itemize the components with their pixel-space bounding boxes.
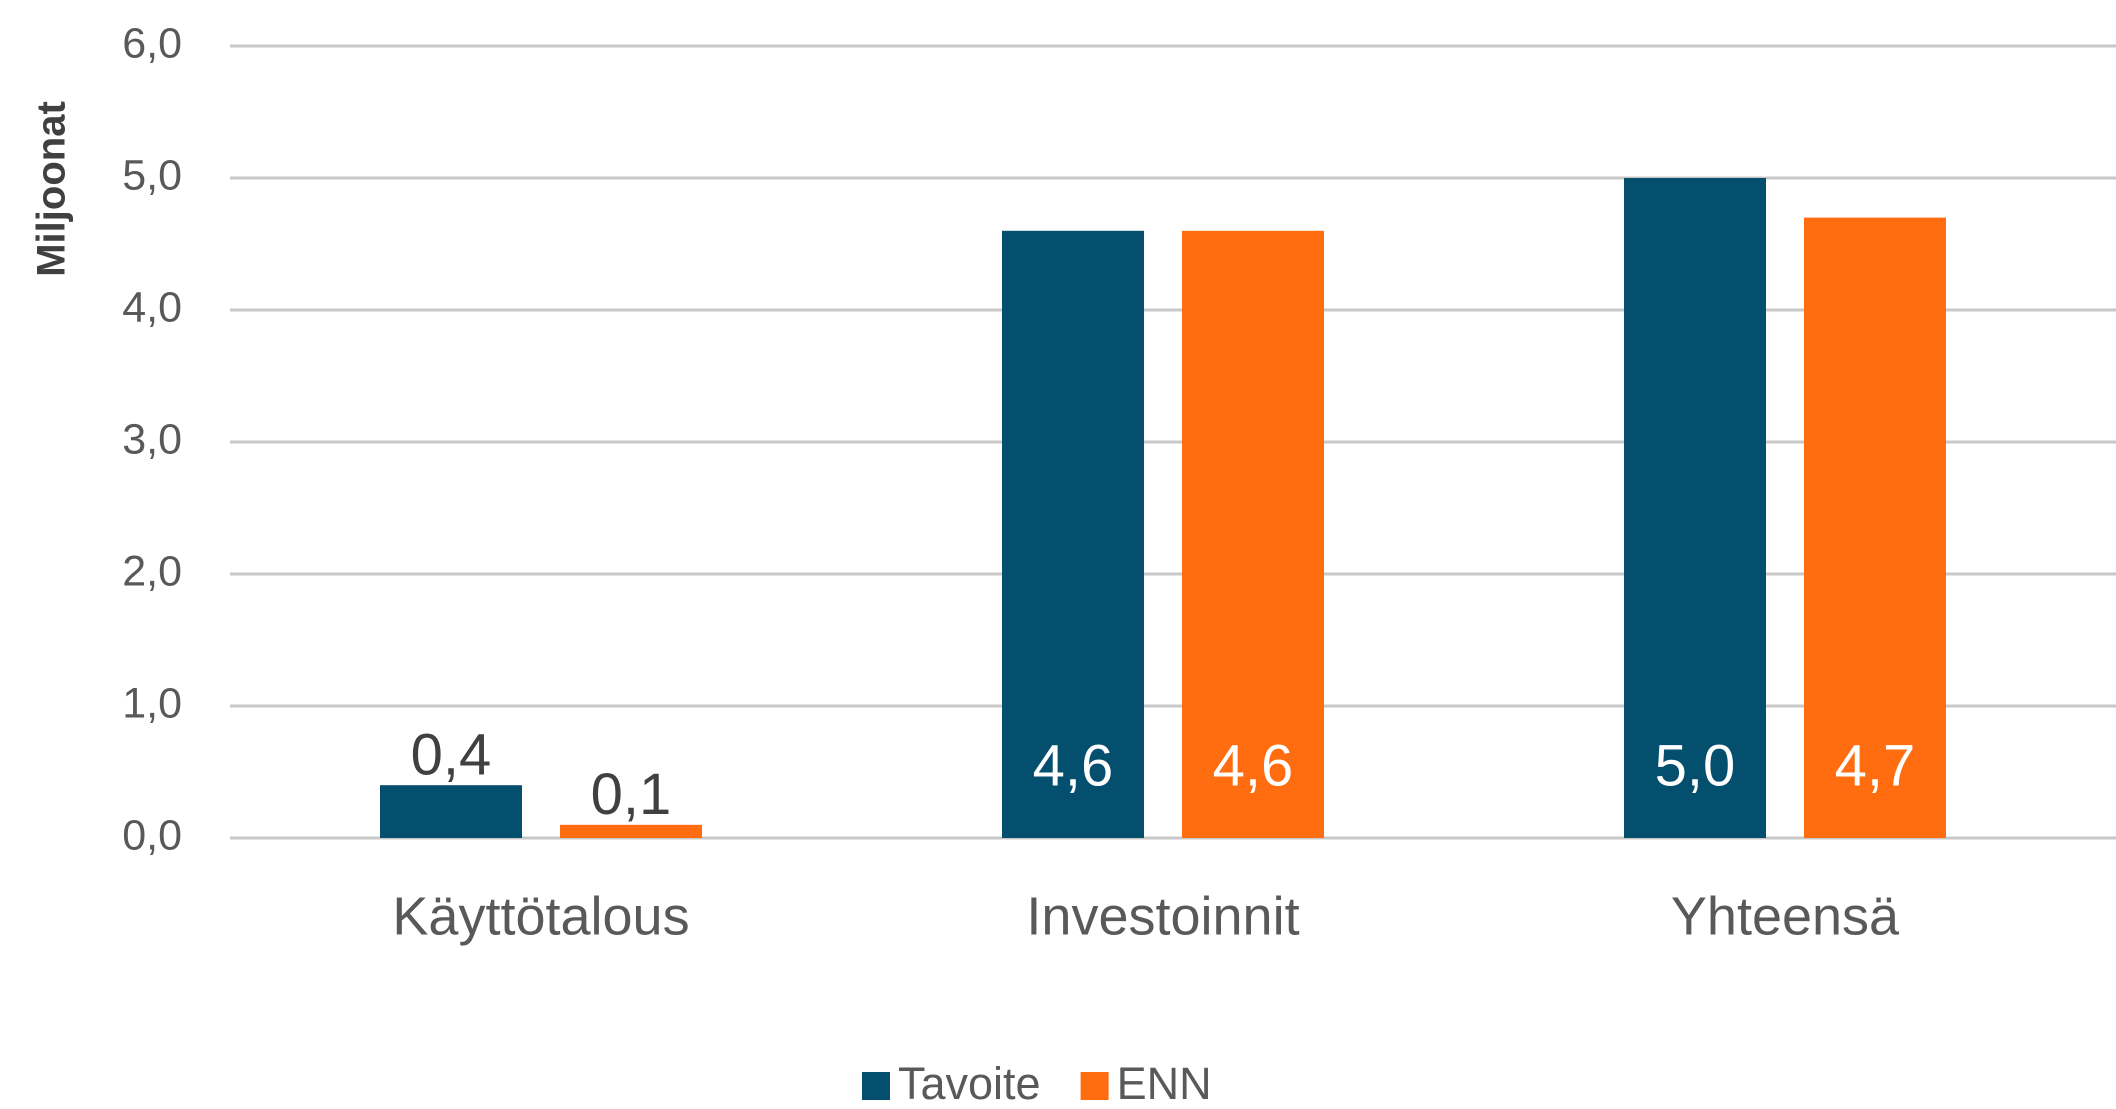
- bar: [1002, 230, 1144, 839]
- bar: [560, 824, 702, 838]
- data-label: 0,4: [411, 723, 492, 788]
- y-tick-label: 6,0: [122, 19, 182, 67]
- x-tick-label: Investoinnit: [1026, 886, 1299, 946]
- y-tick-label: 4,0: [122, 283, 182, 331]
- y-tick-label: 5,0: [122, 151, 182, 199]
- data-label: 4,6: [1213, 733, 1294, 798]
- data-label: 4,7: [1835, 733, 1916, 798]
- bar: [1182, 230, 1324, 839]
- y-tick-label: 2,0: [122, 547, 182, 595]
- bar: [1624, 178, 1766, 838]
- legend-label: Tavoite: [898, 1058, 1041, 1109]
- bar: [380, 785, 522, 838]
- data-label: 4,6: [1033, 733, 1114, 798]
- legend-swatch: [1080, 1072, 1109, 1100]
- legend-label: ENN: [1117, 1058, 1212, 1109]
- y-tick-label: 3,0: [122, 415, 182, 463]
- data-label: 0,1: [591, 762, 672, 827]
- bar: [1804, 217, 1946, 839]
- y-tick-label: 1,0: [122, 679, 182, 727]
- y-axis-title: Miljoonat: [30, 101, 74, 277]
- x-tick-label: Käyttötalous: [392, 886, 689, 946]
- legend-swatch: [862, 1072, 890, 1100]
- y-tick-label: 0,0: [122, 811, 182, 859]
- data-label: 5,0: [1655, 733, 1736, 798]
- x-tick-label: Yhteensä: [1671, 886, 1900, 946]
